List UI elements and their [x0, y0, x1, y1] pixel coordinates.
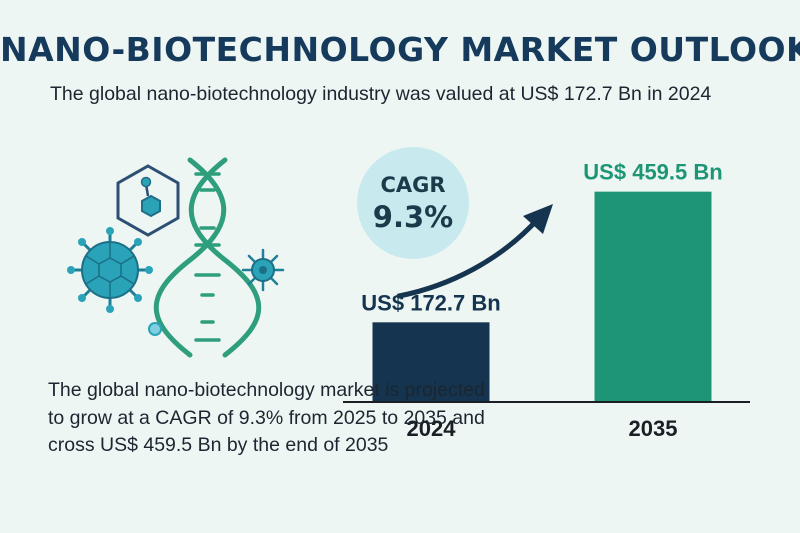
data-label-2024: US$ 172.7 Bn [361, 290, 500, 315]
data-label-2035: US$ 459.5 Bn [583, 160, 722, 185]
particle-dot [148, 322, 162, 336]
description-text: The global nano-biotechnology market is … [48, 379, 485, 456]
page-title: NANO-BIOTECHNOLOGY MARKET OUTLOOK [0, 30, 800, 69]
dna-icon [153, 157, 262, 358]
nanoparticle-icon [241, 248, 285, 292]
virus-icon [67, 227, 153, 313]
tick-label-2024: 2024 [407, 416, 457, 441]
subtitle: The global nano-biotechnology industry w… [50, 83, 712, 105]
trend-arrow-icon [396, 204, 553, 299]
bar-2024 [372, 322, 490, 401]
biotech-illustration [67, 157, 285, 358]
hexagon-molecule-icon [116, 164, 180, 237]
bar-2035 [594, 191, 712, 401]
cagr-label: CAGR [380, 173, 446, 197]
tick-label-2035: 2035 [629, 416, 678, 441]
cagr-value: 9.3% [372, 200, 454, 234]
cagr-badge: CAGR 9.3% [357, 147, 469, 259]
